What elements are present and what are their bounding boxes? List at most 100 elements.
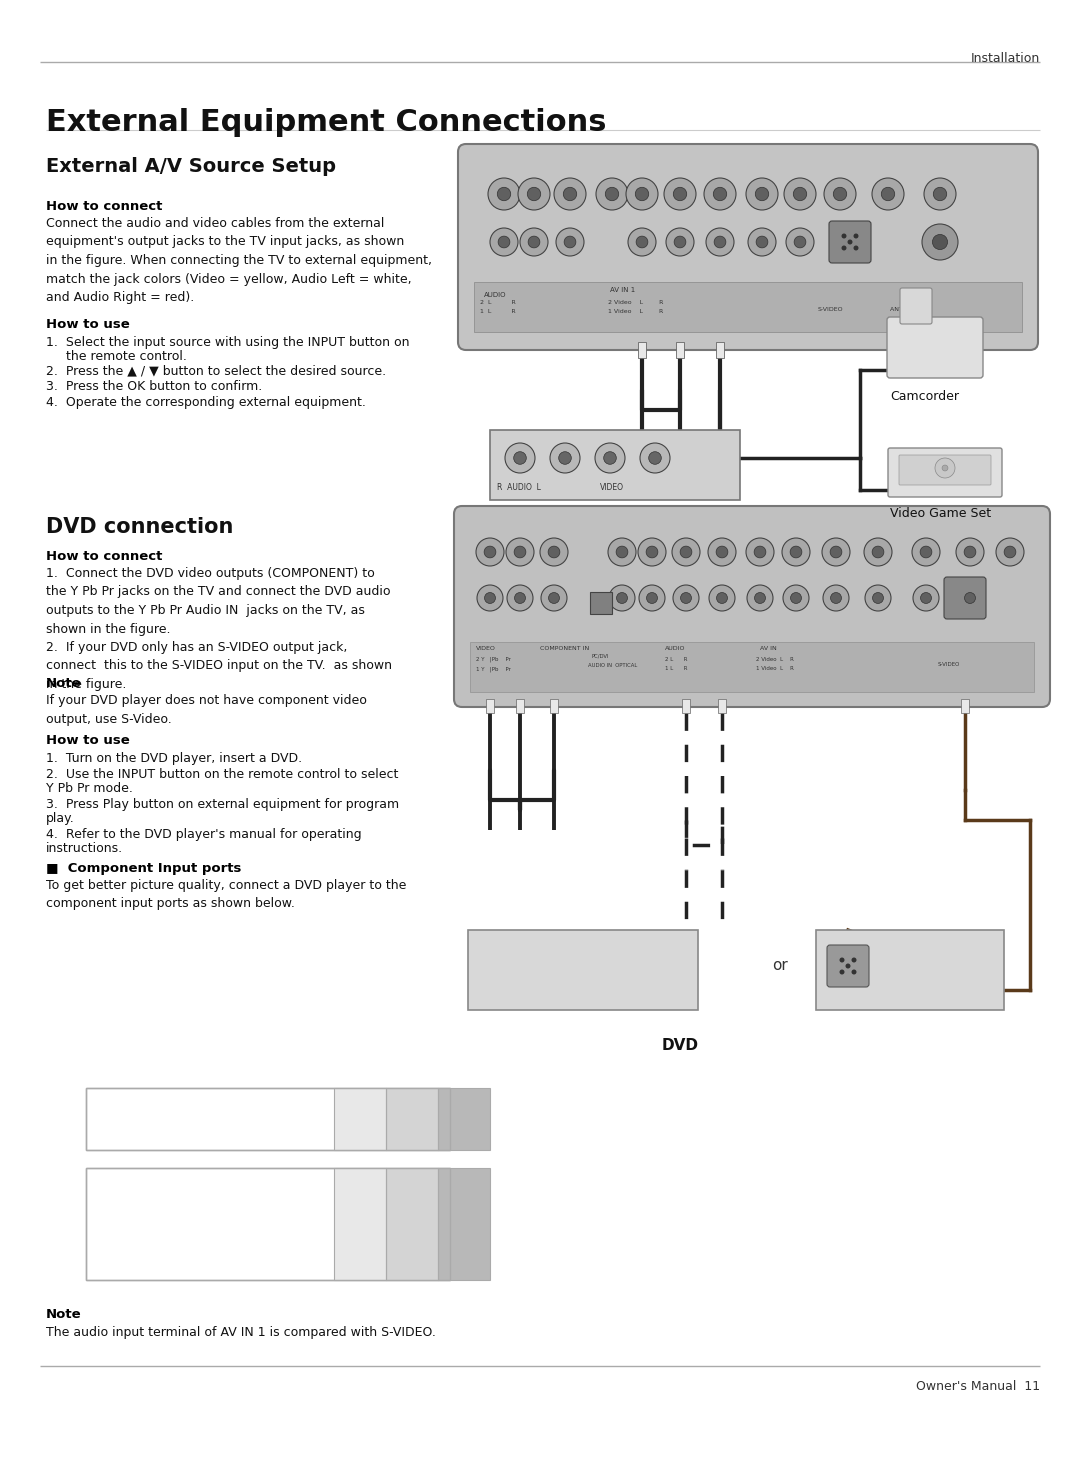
Circle shape (754, 546, 766, 558)
Circle shape (875, 950, 907, 982)
Text: 3.  Press Play button on external equipment for program: 3. Press Play button on external equipme… (46, 798, 400, 811)
Circle shape (746, 179, 778, 209)
Circle shape (666, 228, 694, 256)
Circle shape (497, 187, 511, 201)
FancyBboxPatch shape (944, 577, 986, 619)
Circle shape (527, 187, 541, 201)
Text: COMPONENT IN: COMPONENT IN (540, 646, 590, 651)
Bar (386, 1168, 438, 1280)
Text: 2 Y   |Pb    Pr: 2 Y |Pb Pr (476, 657, 511, 663)
Circle shape (920, 593, 931, 603)
Circle shape (608, 537, 636, 567)
Text: (R) AUDIO (L): (R) AUDIO (L) (874, 990, 926, 998)
Circle shape (549, 593, 559, 603)
Circle shape (626, 179, 658, 209)
Text: P: P (405, 1258, 414, 1272)
Text: 2.  Use the INPUT button on the remote control to select: 2. Use the INPUT button on the remote co… (46, 769, 399, 780)
Text: Y Pb Pr mode.: Y Pb Pr mode. (46, 782, 133, 795)
Text: ■  Component Input ports: ■ Component Input ports (46, 862, 241, 875)
Circle shape (484, 546, 496, 558)
Circle shape (920, 546, 932, 558)
Text: 2.  Press the ▲ / ▼ button to select the desired source.: 2. Press the ▲ / ▼ button to select the … (46, 365, 387, 378)
FancyBboxPatch shape (887, 318, 983, 378)
Circle shape (593, 959, 607, 972)
Text: AUDIO: AUDIO (665, 646, 686, 651)
Text: S-VIDEO: S-VIDEO (939, 662, 960, 668)
Text: R  AUDIO  L: R AUDIO L (497, 483, 541, 492)
Circle shape (514, 452, 526, 464)
Circle shape (791, 593, 801, 603)
FancyBboxPatch shape (829, 221, 870, 264)
Bar (86, 1088, 450, 1151)
Circle shape (538, 950, 570, 982)
Circle shape (748, 228, 777, 256)
Circle shape (504, 950, 536, 982)
Text: 1 Y   |Pb    Pr: 1 Y |Pb Pr (476, 666, 511, 672)
Circle shape (505, 444, 535, 473)
Text: 3.  Press the OK button to confirm.: 3. Press the OK button to confirm. (46, 381, 262, 392)
Text: the remote control.: the remote control. (46, 350, 187, 363)
Text: 4.  Refer to the DVD player's manual for operating: 4. Refer to the DVD player's manual for … (46, 829, 362, 840)
Circle shape (839, 969, 845, 975)
Circle shape (822, 537, 850, 567)
Circle shape (556, 228, 584, 256)
Bar (474, 283, 1022, 332)
Bar (590, 591, 612, 613)
Text: 1.  Turn on the DVD player, insert a DVD.: 1. Turn on the DVD player, insert a DVD. (46, 752, 302, 766)
Text: or: or (772, 959, 788, 974)
Circle shape (791, 546, 801, 558)
Circle shape (922, 224, 958, 261)
Circle shape (604, 452, 617, 464)
Circle shape (831, 546, 842, 558)
Bar (386, 1088, 438, 1151)
Circle shape (851, 969, 856, 975)
Circle shape (934, 959, 948, 972)
Text: Y: Y (355, 1111, 364, 1126)
Text: Note: Note (46, 676, 82, 690)
Circle shape (550, 444, 580, 473)
Circle shape (935, 458, 955, 479)
Circle shape (605, 187, 619, 201)
Circle shape (881, 187, 894, 201)
Bar (676, 343, 684, 359)
Text: Camcorder: Camcorder (890, 389, 959, 403)
Bar (468, 930, 698, 1010)
Circle shape (924, 179, 956, 209)
Circle shape (474, 950, 507, 982)
Text: Y: Y (355, 1203, 364, 1218)
Text: ANT IN: ANT IN (890, 307, 912, 312)
Circle shape (664, 179, 696, 209)
Bar (334, 1168, 386, 1280)
Circle shape (786, 228, 814, 256)
Circle shape (957, 586, 983, 610)
Circle shape (747, 586, 773, 610)
Circle shape (714, 236, 726, 247)
Bar (438, 1168, 490, 1280)
Text: S-VIDEO: S-VIDEO (824, 990, 855, 998)
Circle shape (558, 452, 571, 464)
Circle shape (946, 332, 978, 365)
Circle shape (476, 537, 504, 567)
Text: Component ports
on the TV: Component ports on the TV (156, 1104, 265, 1135)
Bar (490, 430, 740, 501)
Text: 2 Video    L        R: 2 Video L R (608, 300, 663, 305)
Text: 2 Video  L    R: 2 Video L R (756, 657, 794, 662)
Text: How to connect: How to connect (46, 550, 162, 564)
FancyBboxPatch shape (899, 455, 991, 485)
Bar (334, 1088, 386, 1151)
Circle shape (620, 950, 652, 982)
Text: S-VIDEO: S-VIDEO (818, 307, 843, 312)
Bar (718, 698, 726, 713)
Circle shape (956, 341, 969, 354)
Text: Connect the audio and video cables from the external
equipment's output jacks to: Connect the audio and video cables from … (46, 217, 432, 305)
Text: Pb: Pb (403, 1111, 421, 1126)
Bar (438, 1088, 490, 1151)
Bar (386, 1168, 438, 1280)
Circle shape (853, 246, 859, 250)
Bar (486, 698, 494, 713)
Circle shape (596, 179, 627, 209)
Circle shape (932, 234, 947, 249)
Circle shape (853, 233, 859, 239)
Bar (334, 1168, 386, 1280)
Circle shape (756, 236, 768, 247)
